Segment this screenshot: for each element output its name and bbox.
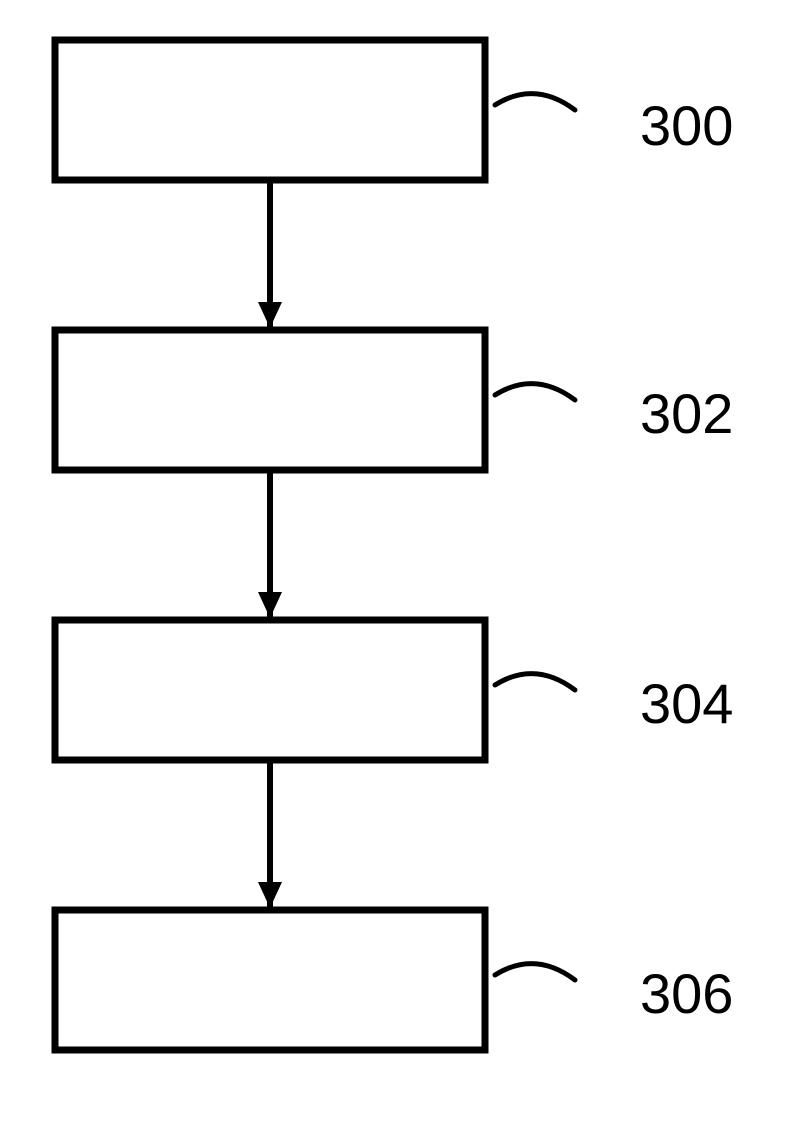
node-label: 306 <box>640 962 733 1025</box>
label-leader <box>495 674 575 690</box>
node-label: 300 <box>640 94 733 157</box>
node-label: 302 <box>640 382 733 445</box>
flowchart-node <box>55 910 485 1050</box>
flowchart-canvas: 300 302 304 306 <box>0 0 810 1139</box>
flowchart-node <box>55 40 485 180</box>
label-leader <box>495 94 575 110</box>
flowchart-node <box>55 620 485 760</box>
flowchart-node <box>55 330 485 470</box>
node-label: 304 <box>640 672 733 735</box>
label-leader <box>495 384 575 400</box>
label-leader <box>495 964 575 980</box>
